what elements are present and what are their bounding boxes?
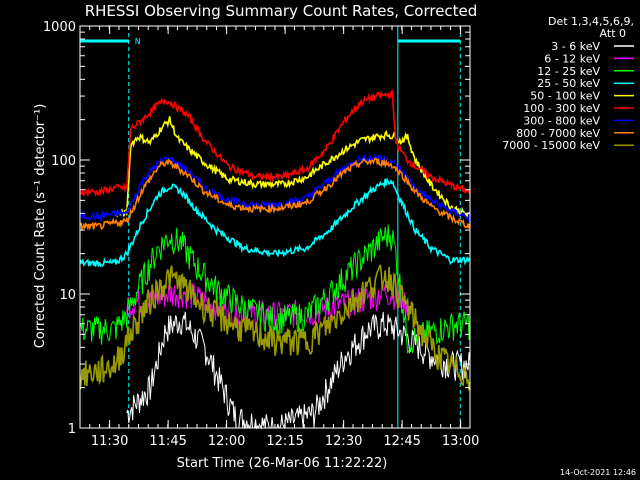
y-tick-label: 1000 (43, 20, 76, 35)
x-axis: 11:30 11:45 12:00 12:15 12:30 12:45 13:00 (79, 26, 479, 449)
legend-label: 3 - 6 keV (551, 40, 600, 53)
series-line (79, 264, 471, 391)
saa-marker: N (135, 37, 141, 46)
legend-label: 25 - 50 keV (537, 77, 600, 90)
legend-header-line-1: Det 1,3,4,5,6,9, (548, 15, 634, 28)
x-tick-label: 12:30 (325, 434, 362, 449)
chart-title: RHESSI Observing Summary Count Rates, Co… (85, 2, 478, 20)
legend-label: 7000 - 15000 keV (502, 139, 600, 152)
legend-label: 6 - 12 keV (544, 52, 600, 65)
x-axis-label: Start Time (26-Mar-06 11:22:22) (177, 456, 388, 471)
y-tick-label: 100 (51, 154, 76, 169)
x-tick-label: 12:15 (266, 434, 303, 449)
legend-label: 300 - 800 keV (523, 114, 600, 127)
legend-label: 100 - 300 keV (523, 102, 600, 115)
y-tick-label: 1 (68, 422, 76, 437)
series-line (114, 116, 471, 218)
x-tick-label: 12:45 (383, 434, 420, 449)
series-line (79, 224, 471, 354)
legend-label: 50 - 100 keV (530, 90, 600, 103)
legend-label: 800 - 7000 keV (516, 127, 600, 140)
legend-header-line-2: Att 0 (600, 27, 626, 40)
y-tick-label: 10 (59, 288, 76, 303)
series-line (79, 177, 471, 268)
legend-label: 12 - 25 keV (537, 65, 600, 78)
x-tick-label: 11:30 (91, 434, 128, 449)
series-layer (79, 88, 471, 430)
y-axis: 1 10 100 1000 (43, 20, 470, 437)
x-tick-label: 12:00 (208, 434, 245, 449)
date-stamp: 14-Oct-2021 12:46 (560, 468, 636, 477)
series-line (79, 157, 471, 232)
series-line (126, 311, 471, 430)
y-axis-label: Corrected Count Rate (s⁻¹ detector⁻¹) (33, 104, 48, 349)
x-tick-label: 13:00 (442, 434, 479, 449)
x-tick-label: 11:45 (149, 434, 186, 449)
series-line (79, 88, 471, 198)
